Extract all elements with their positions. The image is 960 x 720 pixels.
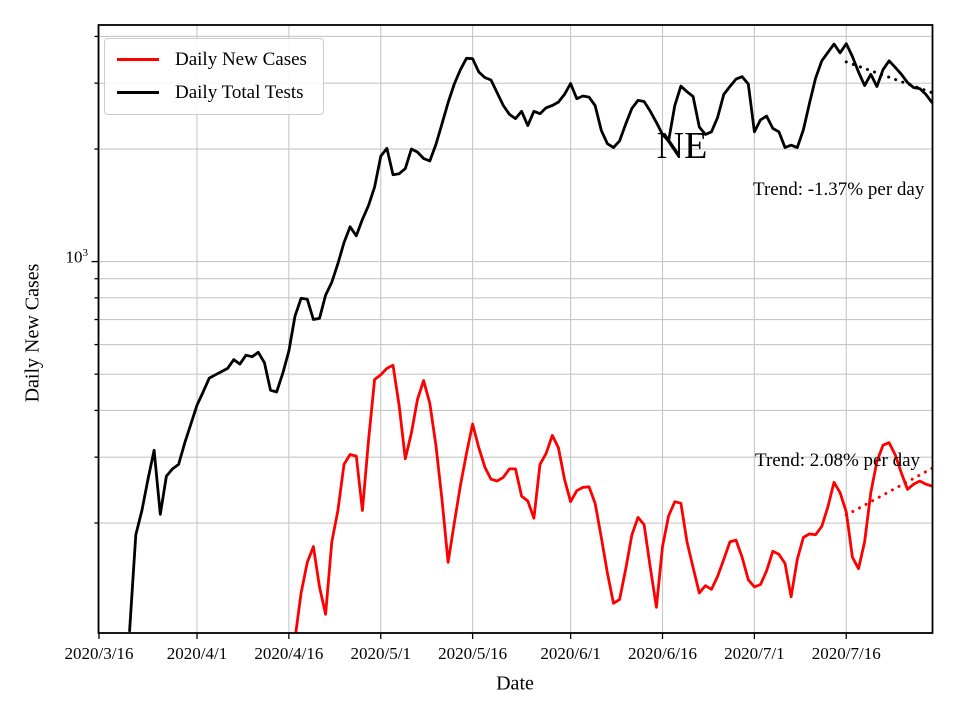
x-tick-label: 2020/6/16 xyxy=(628,644,697,663)
legend-item-daily-total-tests: Daily Total Tests xyxy=(117,82,311,104)
x-tick-label: 2020/6/1 xyxy=(540,644,600,663)
x-tick-label: 2020/7/16 xyxy=(812,644,881,663)
x-tick-label: 2020/5/16 xyxy=(438,644,507,663)
x-tick-labels: 2020/3/16 2020/4/1 2020/4/16 2020/5/1 2020/5… xyxy=(65,644,881,663)
data-series xyxy=(128,42,933,633)
state-annotation: NE xyxy=(656,125,708,167)
y-axis-label: Daily New Cases xyxy=(21,263,44,403)
y-tick-exponent: 3 xyxy=(82,247,89,259)
tests-line-swatch xyxy=(117,91,159,95)
legend-item-daily-new-cases: Daily New Cases xyxy=(117,49,311,71)
y-tick-base: 10 xyxy=(65,247,83,267)
x-axis-label: Date xyxy=(496,672,534,695)
cases-line-swatch xyxy=(117,58,159,62)
daily-new-cases-line xyxy=(294,363,933,633)
legend-label: Daily Total Tests xyxy=(175,81,304,103)
x-tick-label: 2020/7/1 xyxy=(724,644,784,663)
x-tick-label: 2020/4/1 xyxy=(167,644,227,663)
legend: Daily New Cases Daily Total Tests xyxy=(104,38,324,115)
cases-trend-label: Trend: 2.08% per day xyxy=(755,450,920,471)
axis-ticks xyxy=(91,35,847,639)
x-tick-label: 2020/4/16 xyxy=(254,644,323,663)
cases-trend-dotted-line xyxy=(844,466,933,517)
legend-label: Daily New Cases xyxy=(175,49,307,70)
tests-trend-label: Trend: -1.37% per day xyxy=(753,179,925,200)
gridlines xyxy=(98,25,933,633)
tests-trend-dotted-line xyxy=(844,60,933,95)
plot-border xyxy=(97,24,934,634)
x-tick-label: 2020/3/16 xyxy=(65,644,134,663)
daily-total-tests-line xyxy=(128,42,933,633)
y-tick-label: 103 xyxy=(50,247,89,267)
x-tick-label: 2020/5/1 xyxy=(351,644,411,663)
